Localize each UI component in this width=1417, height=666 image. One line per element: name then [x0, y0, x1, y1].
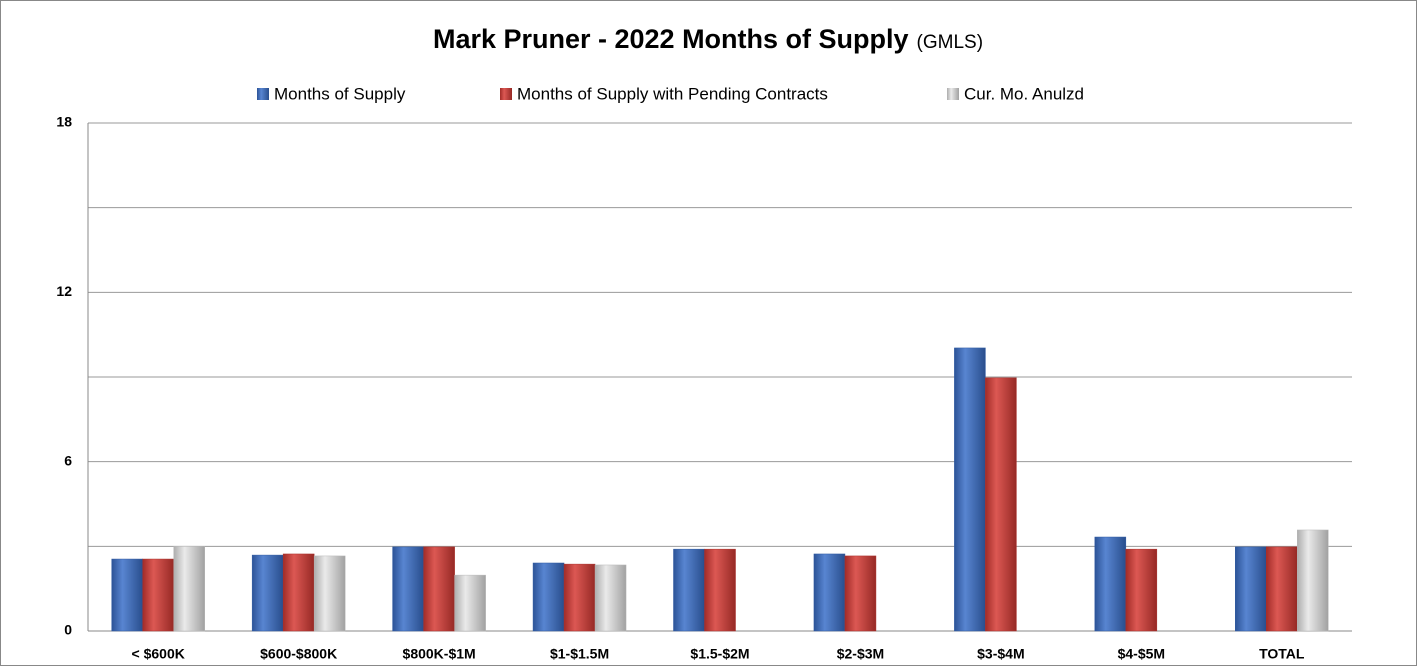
bar: [173, 546, 205, 632]
chart-subtitle: (GMLS): [917, 32, 984, 53]
bar: [563, 563, 596, 632]
chart-title: Mark Pruner - 2022 Months of Supply: [433, 24, 909, 54]
bar: [251, 554, 284, 632]
bar: [813, 553, 846, 632]
bar: [1125, 548, 1158, 632]
bar: [704, 548, 736, 632]
legend-swatch: [257, 88, 269, 100]
bar: [1235, 546, 1267, 632]
legend-swatch: [500, 88, 512, 100]
x-tick-label: $3-$4M: [977, 646, 1024, 662]
x-tick-label: $1-$1.5M: [550, 646, 609, 662]
bar: [282, 553, 315, 632]
bar: [673, 548, 705, 632]
bar: [954, 347, 986, 632]
x-tick-label: $2-$3M: [837, 646, 884, 662]
x-tick-label: $600-$800K: [260, 646, 337, 662]
bar: [454, 574, 486, 632]
bar: [1297, 529, 1329, 632]
x-tick-label: < $600K: [132, 646, 185, 662]
bar: [844, 555, 877, 632]
bar: [532, 562, 565, 632]
bar: [142, 558, 174, 632]
legend-label: Months of Supply: [274, 84, 406, 103]
y-tick-label: 0: [64, 622, 72, 638]
bar: [594, 564, 627, 632]
x-tick-label: $4-$5M: [1118, 646, 1165, 662]
bar: [392, 546, 424, 632]
y-tick-label: 18: [56, 114, 72, 130]
bar: [985, 377, 1017, 632]
x-tick-label: $1.5-$2M: [690, 646, 749, 662]
legend-swatch: [947, 88, 959, 100]
y-tick-label: 6: [64, 452, 72, 468]
legend-label: Months of Supply with Pending Contracts: [517, 84, 828, 103]
bar: [313, 555, 346, 632]
bar: [423, 546, 455, 632]
bar: [111, 558, 143, 632]
bar: [1094, 536, 1127, 632]
x-tick-label: $800K-$1M: [403, 646, 476, 662]
y-tick-label: 12: [56, 283, 72, 299]
legend-label: Cur. Mo. Anulzd: [964, 84, 1084, 103]
x-tick-label: TOTAL: [1259, 646, 1305, 662]
bar: [1266, 546, 1298, 632]
